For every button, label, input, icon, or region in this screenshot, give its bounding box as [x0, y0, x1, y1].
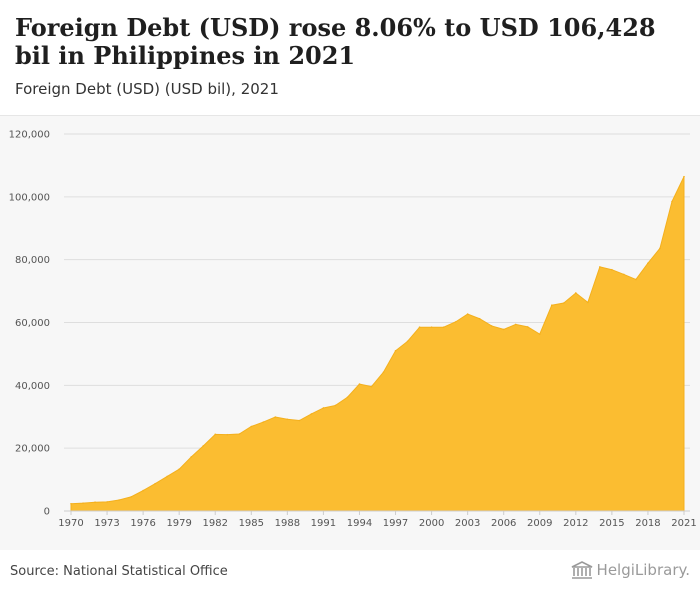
- x-tick-label: 1985: [239, 518, 264, 529]
- data-point: [94, 501, 96, 504]
- data-point: [214, 433, 217, 436]
- y-tick-label: 20,000: [15, 444, 50, 455]
- data-point: [322, 407, 325, 409]
- data-point: [238, 433, 241, 435]
- x-tick-label: 2015: [599, 518, 624, 529]
- data-point: [346, 396, 349, 399]
- data-point: [550, 304, 553, 307]
- chart-subtitle: Foreign Debt (USD) (USD bil), 2021: [15, 80, 279, 98]
- y-tick-label: 60,000: [15, 318, 50, 329]
- area-fill: [70, 176, 685, 512]
- logo-text: HelgiLibrary.: [596, 561, 690, 579]
- x-tick-label: 1991: [311, 518, 336, 529]
- data-point: [526, 326, 529, 328]
- data-point: [538, 333, 541, 335]
- source-note: Source: National Statistical Office: [10, 564, 228, 579]
- x-tick-label: 2000: [419, 518, 444, 529]
- y-tick-label: 80,000: [15, 255, 50, 266]
- data-point: [382, 371, 385, 373]
- chart-area: 1970 1973 1976 1979 1982 1985 1988 1991 1994 1997…: [0, 116, 700, 550]
- data-point: [70, 502, 72, 505]
- data-point: [286, 418, 289, 421]
- x-tick-label: 2021: [671, 518, 696, 529]
- data-point: [130, 496, 132, 498]
- y-tick-label: 40,000: [15, 381, 50, 392]
- data-point: [683, 175, 685, 178]
- helgi-library-logo: HelgiLibrary.: [571, 561, 690, 579]
- data-point: [599, 266, 601, 268]
- data-point: [514, 323, 517, 326]
- data-point: [310, 413, 313, 415]
- area-series: [70, 175, 685, 512]
- data-point: [298, 419, 301, 422]
- data-point: [250, 425, 253, 428]
- x-tick-label: 1982: [203, 518, 228, 529]
- x-tick-label: 1997: [383, 518, 408, 529]
- data-point: [358, 383, 361, 385]
- data-point: [442, 326, 445, 329]
- data-point: [370, 385, 373, 388]
- y-tick-label: 100,000: [9, 192, 50, 203]
- data-point: [611, 268, 613, 271]
- data-point: [118, 499, 120, 501]
- data-point: [202, 445, 205, 447]
- data-point: [502, 328, 505, 331]
- x-tick-label: 1976: [130, 518, 155, 529]
- x-tick-label: 2009: [527, 518, 552, 529]
- data-point: [418, 326, 421, 329]
- y-tick-label: 120,000: [9, 130, 50, 141]
- x-tick-label: 1988: [275, 518, 300, 529]
- data-point: [430, 326, 433, 329]
- y-tick-label: 0: [44, 507, 50, 518]
- data-point: [394, 349, 397, 352]
- chart-title: Foreign Debt (USD) rose 8.06% to USD 106…: [15, 13, 656, 70]
- library-building-icon: [571, 561, 592, 579]
- data-point: [647, 262, 649, 264]
- data-point: [490, 325, 493, 327]
- x-tick-label: 1973: [94, 518, 119, 529]
- x-tick-label: 2003: [455, 518, 480, 529]
- data-point: [406, 340, 409, 343]
- y-axis: 0 20,000 40,000 60,000 80,000 100,000 120,000: [9, 130, 50, 518]
- data-point: [334, 404, 337, 407]
- data-point: [587, 301, 589, 304]
- chart-footer: Source: National Statistical Office Helg…: [0, 550, 700, 596]
- data-point: [635, 278, 637, 281]
- data-point: [262, 421, 265, 423]
- data-point: [82, 502, 84, 504]
- data-point: [190, 456, 192, 458]
- data-point: [659, 247, 661, 250]
- x-tick-label: 2012: [563, 518, 588, 529]
- data-point: [154, 482, 156, 485]
- x-tick-label: 2006: [491, 518, 516, 529]
- x-axis: 1970 1973 1976 1979 1982 1985 1988 1991 1994 1997…: [58, 510, 697, 529]
- x-tick-label: 1994: [347, 518, 372, 529]
- x-tick-label: 1970: [58, 518, 83, 529]
- x-tick-label: 1979: [166, 518, 191, 529]
- data-point: [166, 475, 168, 478]
- data-point: [106, 501, 108, 503]
- data-point: [226, 433, 229, 436]
- chart-header: Foreign Debt (USD) rose 8.06% to USD 106…: [0, 0, 700, 116]
- data-point: [575, 292, 577, 294]
- area-chart: 1970 1973 1976 1979 1982 1985 1988 1991 1994 1997…: [9, 130, 697, 530]
- data-point: [466, 313, 469, 315]
- data-point: [478, 317, 481, 320]
- data-point: [178, 468, 180, 471]
- data-point: [563, 302, 565, 304]
- data-point: [623, 273, 625, 276]
- x-tick-label: 2018: [635, 518, 660, 529]
- data-point: [274, 416, 277, 418]
- data-point: [454, 321, 457, 323]
- data-point: [142, 489, 144, 492]
- data-point: [671, 200, 673, 203]
